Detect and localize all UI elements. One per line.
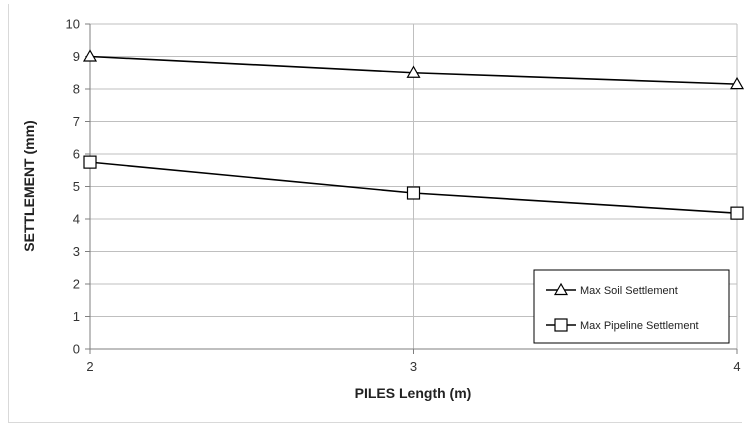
x-tick-label: 2 [86, 359, 93, 374]
x-tick-labels: 2 3 4 [86, 359, 740, 374]
legend-item: Max Soil Settlement [546, 282, 678, 297]
legend-box [533, 269, 730, 344]
y-tick-label: 8 [73, 82, 80, 97]
y-tick-label: 7 [73, 114, 80, 129]
square-marker [554, 318, 568, 332]
legend-label: Max Soil Settlement [580, 285, 678, 297]
legend-item: Max Pipeline Settlement [546, 318, 699, 332]
triangle-marker [729, 76, 744, 90]
y-tick-labels: 0 1 2 3 4 5 6 7 8 9 10 [66, 17, 80, 357]
series-1 [82, 49, 744, 90]
series-2 [83, 155, 744, 220]
triangle-marker [406, 65, 421, 78]
x-axis-title: PILES Length (m) [355, 385, 472, 401]
legend: Max Soil Settlement Max Pipeline Settleme… [533, 269, 730, 344]
square-marker [83, 155, 97, 169]
square-marker [406, 186, 421, 200]
square-marker [730, 206, 744, 220]
y-tick-label: 4 [73, 212, 80, 227]
y-tick-label: 9 [73, 49, 80, 64]
y-tick-label: 10 [66, 17, 80, 32]
x-tick-label: 4 [733, 359, 740, 374]
legend-label: Max Pipeline Settlement [580, 320, 699, 332]
y-tick-label: 6 [73, 147, 80, 162]
chart-frame [8, 4, 742, 423]
y-tick-label: 3 [73, 244, 80, 259]
triangle-marker [553, 282, 569, 296]
x-tick-label: 3 [410, 359, 417, 374]
y-axis-title: SETTLEMENT (mm) [21, 120, 37, 251]
axes [85, 23, 738, 354]
triangle-marker [82, 49, 98, 62]
series-group [82, 49, 744, 220]
y-tick-label: 5 [73, 179, 80, 194]
y-tick-label: 1 [73, 309, 80, 324]
y-tick-label: 0 [73, 342, 80, 357]
y-tick-label: 2 [73, 277, 80, 292]
